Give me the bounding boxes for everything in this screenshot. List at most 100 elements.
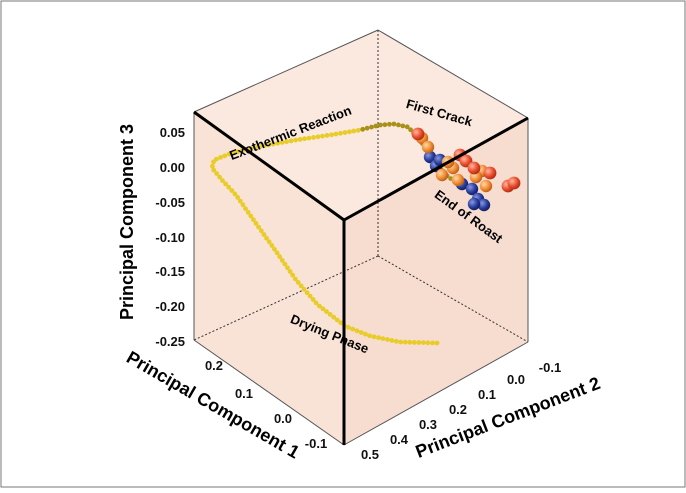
y-tick-label: 0.1: [478, 387, 496, 402]
x-tick-label: 0.2: [205, 358, 223, 373]
trajectory-point: [400, 123, 406, 129]
trajectory-point: [229, 188, 235, 193]
trajectory-point: [391, 121, 397, 127]
trajectory-point: [425, 340, 431, 346]
z-tick-label: -0.25: [155, 334, 185, 349]
trajectory-point: [251, 217, 256, 223]
trajectory-point: [367, 333, 372, 339]
trajectory-point: [223, 181, 229, 187]
trajectory-point: [333, 131, 339, 137]
trajectory-point: [351, 128, 357, 134]
trajectory-point: [293, 137, 298, 143]
trajectory-point: [306, 135, 312, 141]
trajectory-point: [389, 338, 395, 343]
trajectory-point: [290, 272, 296, 278]
red-sample-point: [507, 176, 521, 190]
trajectory-point: [240, 202, 246, 208]
x-tick-label: 0.1: [235, 386, 253, 401]
trajectory-point: [279, 140, 285, 145]
trajectory-point: [298, 283, 304, 289]
left-pane: [194, 112, 344, 445]
trajectory-point: [382, 122, 388, 128]
orange-sample-point: [451, 173, 465, 187]
trajectory-point: [301, 286, 307, 292]
front-top-edge-right: [343, 116, 529, 222]
back-floor-edge-right: [377, 255, 529, 343]
trajectory-point: [320, 133, 325, 139]
orange-sample-point: [435, 168, 449, 182]
trajectory-point: [237, 198, 243, 204]
top-back-edge-right: [377, 29, 529, 119]
trajectory-point: [360, 126, 366, 132]
trajectory-point: [317, 303, 322, 309]
trajectory-point: [235, 149, 241, 155]
top-back-edge-left: [193, 29, 379, 113]
trajectory-point: [277, 254, 283, 260]
trajectory-point: [269, 243, 275, 248]
trajectory-point: [378, 122, 383, 128]
x-tick-label: 0.0: [274, 411, 292, 426]
trajectory-point: [324, 309, 329, 314]
trajectory-point: [416, 340, 422, 345]
trajectory-point: [214, 156, 219, 162]
trajectory-point: [371, 334, 377, 340]
trajectory-point: [253, 145, 258, 150]
trajectory-point: [226, 184, 232, 190]
trajectory-point: [346, 325, 351, 330]
trajectory-point: [338, 320, 344, 326]
trajectory-point: [398, 339, 404, 345]
trajectory-point: [258, 228, 264, 234]
red-sample-point: [467, 161, 481, 175]
trajectory-point: [248, 146, 254, 152]
z-tick-label: 0.00: [160, 160, 185, 175]
top-pane: [194, 30, 528, 220]
sample-clusters: [411, 127, 521, 212]
z-axis-title: Principal Component 3: [117, 124, 137, 320]
z-axis-ticks: 0.05 0.00 -0.05 -0.10 -0.15 -0.20 -0.25: [155, 125, 185, 349]
z-tick-label: 0.05: [160, 125, 185, 140]
trajectory-point: [310, 297, 316, 302]
blue-sample-point: [477, 198, 491, 212]
trajectory-point: [393, 338, 399, 344]
z-tick-label: -0.15: [155, 264, 185, 279]
trajectory-point: [430, 340, 435, 346]
trajectory-point: [210, 163, 215, 169]
trajectory-point: [243, 206, 248, 212]
orange-sample-point: [421, 140, 435, 154]
trajectory-point: [385, 337, 390, 342]
trajectory-point: [407, 339, 413, 345]
front-top-edge-left: [193, 110, 345, 222]
trajectory-point: [261, 143, 267, 149]
trajectory-point: [324, 133, 330, 138]
trajectory-point: [274, 250, 280, 256]
blue-sample-point: [423, 150, 437, 164]
trajectory-point: [380, 336, 386, 341]
trajectory-point: [288, 138, 294, 144]
trajectory-point: [313, 300, 319, 306]
y-tick-label: 0.5: [361, 447, 379, 462]
trajectory-point: [270, 141, 276, 147]
trajectory-point: [282, 261, 288, 267]
trajectory-point: [211, 167, 217, 173]
trajectory-point: [295, 280, 301, 285]
y-tick-label: -0.1: [539, 360, 561, 375]
trajectory-point: [350, 326, 356, 332]
trajectory-point: [253, 221, 259, 226]
trajectory-point: [358, 330, 364, 335]
trajectory-point: [248, 213, 254, 219]
trajectory-point: [363, 331, 368, 337]
trajectory-point: [396, 122, 401, 128]
blue-sample-point: [467, 197, 481, 211]
trajectory-point: [261, 232, 267, 237]
back-floor-edge-left: [193, 255, 379, 341]
trajectory-point: [217, 174, 223, 180]
trajectory-point: [434, 340, 440, 346]
trajectory-point: [214, 171, 220, 177]
trajectory-point: [387, 121, 392, 127]
trajectory-point: [329, 132, 334, 138]
trajectory-point: [222, 153, 228, 159]
z-tick-label: -0.20: [155, 299, 185, 314]
trajectory-point: [218, 155, 224, 160]
